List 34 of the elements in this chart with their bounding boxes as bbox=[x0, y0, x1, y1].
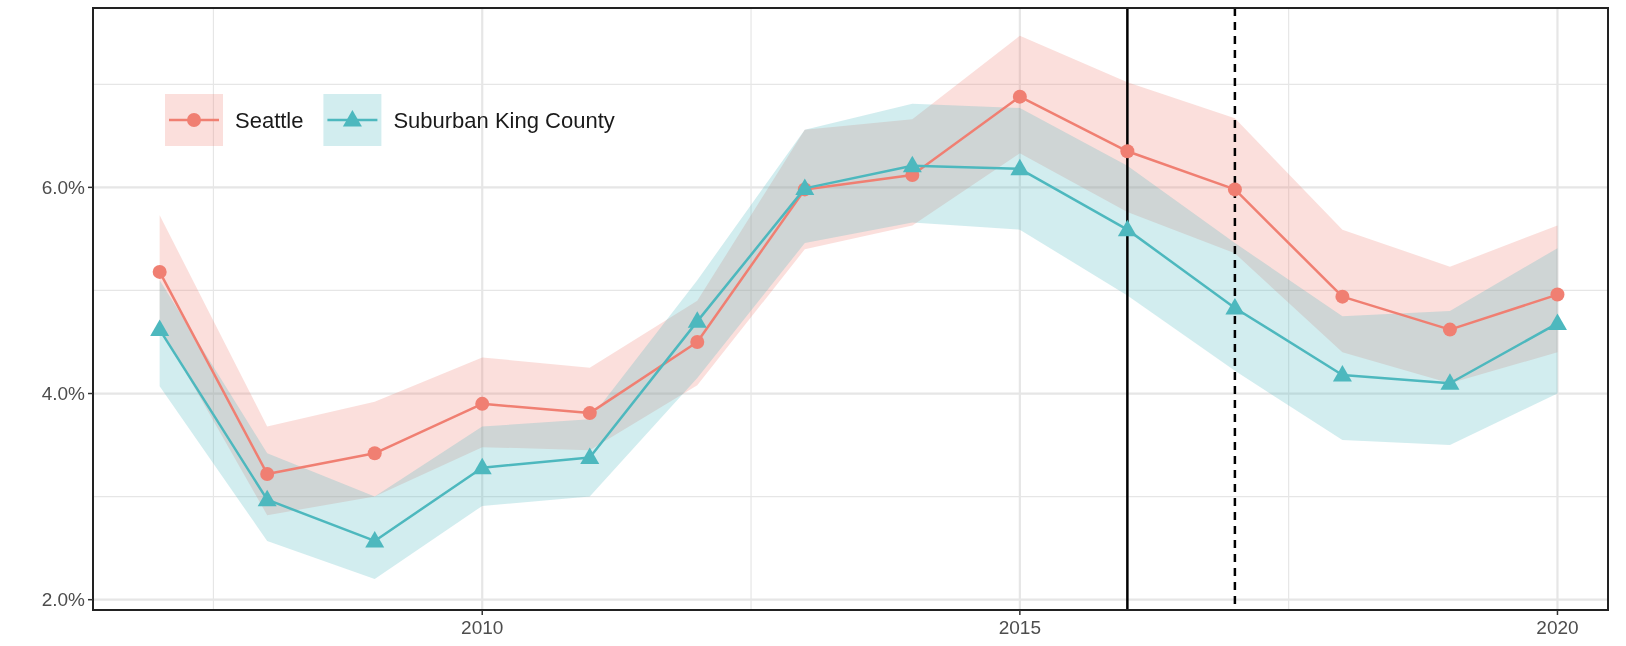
point bbox=[1335, 289, 1350, 304]
point bbox=[690, 334, 705, 349]
point bbox=[257, 489, 277, 507]
point bbox=[687, 311, 707, 328]
point bbox=[902, 155, 922, 173]
point bbox=[1117, 219, 1137, 237]
point bbox=[260, 466, 275, 481]
point bbox=[365, 530, 385, 548]
point bbox=[1547, 313, 1567, 330]
point bbox=[1442, 322, 1457, 337]
point bbox=[1440, 373, 1460, 390]
x-tick-label: 2010 bbox=[461, 617, 504, 638]
point bbox=[1332, 364, 1352, 382]
point bbox=[1550, 287, 1565, 302]
point bbox=[472, 457, 492, 475]
point bbox=[1225, 297, 1245, 315]
point bbox=[580, 447, 600, 464]
point bbox=[1012, 89, 1027, 104]
point bbox=[1010, 158, 1030, 176]
point bbox=[475, 396, 490, 411]
legend-label: Seattle bbox=[235, 108, 304, 133]
point bbox=[152, 264, 167, 279]
legend-label: Suburban King County bbox=[393, 108, 615, 133]
point bbox=[1227, 182, 1242, 197]
point bbox=[582, 406, 597, 421]
point bbox=[795, 178, 815, 195]
point bbox=[367, 446, 382, 461]
point bbox=[150, 319, 170, 337]
x-tick-label: 2015 bbox=[998, 617, 1041, 638]
y-tick-label: 2.0% bbox=[41, 589, 86, 611]
y-tick-label: 4.0% bbox=[41, 383, 86, 405]
y-tick-label: 6.0% bbox=[41, 177, 86, 199]
x-tick-label: 2020 bbox=[1536, 617, 1579, 638]
point bbox=[1120, 144, 1135, 159]
